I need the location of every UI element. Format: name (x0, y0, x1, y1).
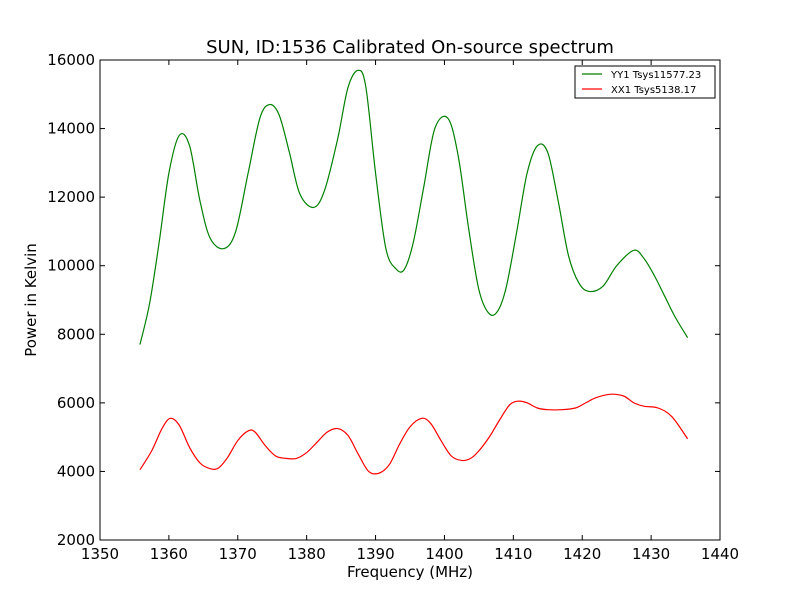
y-tick-label: 8000 (57, 325, 95, 343)
y-tick-label: 12000 (47, 188, 95, 206)
y-tick-label: 4000 (57, 462, 95, 480)
x-tick-label: 1400 (425, 545, 463, 563)
legend-label-xx1: XX1 Tsys5138.17 (611, 85, 696, 96)
series-line-xx1 (139, 393, 689, 475)
x-tick-label: 1440 (701, 545, 739, 563)
legend: YY1 Tsys11577.23 XX1 Tsys5138.17 (574, 65, 716, 99)
x-tick-label: 1420 (563, 545, 601, 563)
legend-label-yy1: YY1 Tsys11577.23 (610, 70, 701, 81)
x-tick-label: 1380 (288, 545, 326, 563)
legend-box (574, 65, 716, 99)
y-tick-label: 14000 (47, 120, 95, 138)
x-tick-label: 1390 (356, 545, 394, 563)
y-tick-label: 10000 (47, 257, 95, 275)
x-tick-label: 1360 (150, 545, 188, 563)
chart-title: SUN, ID:1536 Calibrated On-source spectr… (206, 37, 614, 58)
x-tick-label: 1350 (81, 545, 119, 563)
x-axis-label: Frequency (MHz) (347, 563, 473, 581)
series-layer (139, 69, 689, 475)
y-axis-label: Power in Kelvin (22, 243, 40, 357)
y-axis: 2000 4000 6000 8000 10000 12000 14000 16000 (47, 51, 720, 549)
y-tick-label: 6000 (57, 394, 95, 412)
x-tick-label: 1430 (632, 545, 670, 563)
y-tick-label: 2000 (57, 531, 95, 549)
x-axis: 1350 1360 1370 1380 1390 1400 1410 1420 1430 1440 (81, 60, 739, 563)
x-tick-label: 1370 (219, 545, 257, 563)
series-line-yy1 (139, 69, 689, 345)
plot-frame (99, 59, 721, 541)
y-tick-label: 16000 (47, 51, 95, 69)
x-tick-label: 1410 (494, 545, 532, 563)
